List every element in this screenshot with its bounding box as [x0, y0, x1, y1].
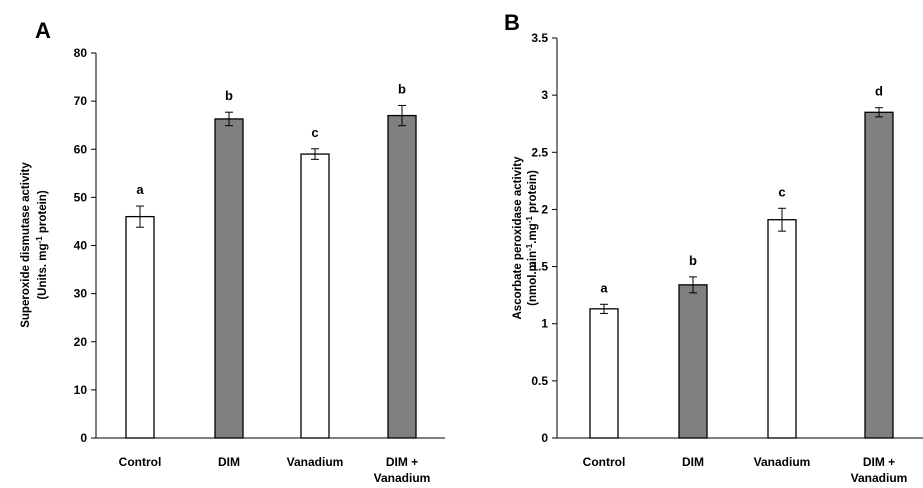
bar — [864, 111, 894, 439]
y-tick-label: 10 — [74, 383, 88, 397]
bar — [589, 308, 619, 439]
y-tick-label: 3.5 — [531, 31, 548, 45]
significance-letter: a — [600, 280, 608, 295]
significance-letter: a — [136, 182, 144, 197]
y-tick-label: 2 — [541, 202, 548, 216]
y-tick-label: 20 — [74, 335, 88, 349]
x-tick-label: Vanadium — [374, 471, 431, 485]
significance-letter: d — [875, 84, 883, 99]
significance-letter: b — [225, 88, 233, 103]
y-tick-label: 1.5 — [531, 260, 548, 274]
y-tick-label: 80 — [74, 46, 88, 60]
x-tick-label: DIM — [682, 455, 704, 469]
x-tick-label: Vanadium — [754, 455, 811, 469]
bar — [125, 215, 155, 439]
panel-label-B: B — [504, 10, 520, 35]
y-tick-label: 50 — [74, 190, 88, 204]
y-tick-label: 0 — [541, 431, 548, 445]
significance-letter: c — [778, 184, 785, 199]
x-tick-label: DIM + — [863, 455, 895, 469]
x-tick-label: Vanadium — [851, 471, 908, 485]
bar — [214, 118, 244, 439]
y-axis-units: (Units. mg-1 protein) — [35, 190, 49, 300]
x-tick-label: Vanadium — [287, 455, 344, 469]
significance-letter: c — [311, 125, 318, 140]
y-tick-label: 30 — [74, 287, 88, 301]
bar — [767, 219, 797, 439]
significance-letter: b — [398, 81, 406, 96]
y-tick-label: 70 — [74, 94, 88, 108]
x-tick-label: DIM + — [386, 455, 418, 469]
y-tick-label: 40 — [74, 239, 88, 253]
panel-label-A: A — [35, 18, 51, 43]
y-tick-label: 60 — [74, 142, 88, 156]
y-tick-label: 1 — [541, 317, 548, 331]
x-tick-label: Control — [119, 455, 162, 469]
bar — [300, 153, 330, 439]
y-tick-label: 0 — [80, 431, 87, 445]
y-tick-label: 3 — [541, 88, 548, 102]
y-axis-units: (nmol.min-1.mg-1 protein) — [525, 170, 539, 306]
y-axis-title: Superoxide dismutase activity — [20, 162, 32, 328]
bar — [387, 114, 417, 439]
significance-letter: b — [689, 253, 697, 268]
x-tick-label: Control — [583, 455, 626, 469]
y-axis-title: Ascorbate peroxidase activity — [512, 156, 524, 320]
x-tick-label: DIM — [218, 455, 240, 469]
y-tick-label: 2.5 — [531, 145, 548, 159]
y-tick-label: 0.5 — [531, 374, 548, 388]
bar — [678, 284, 708, 439]
